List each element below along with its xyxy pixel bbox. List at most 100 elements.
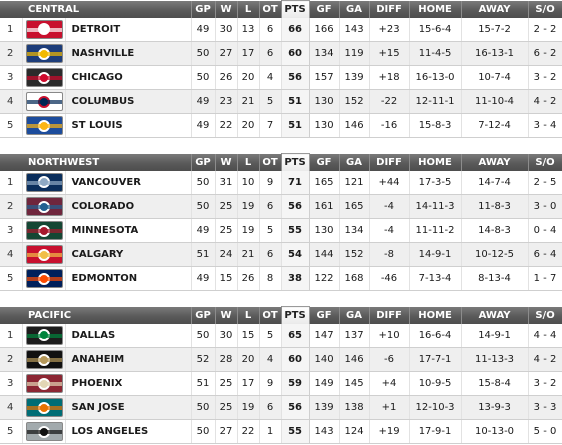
rank-cell: 1 — [0, 170, 23, 195]
column-header-diff[interactable]: DIFF — [369, 0, 410, 18]
table-row[interactable]: 3 CHICAGO 50 26 20 4 56 157 139 +18 16-13-0 10-7-4 3… — [0, 65, 562, 90]
column-header-l[interactable]: L — [237, 153, 260, 171]
team-name-link[interactable]: CHICAGO — [65, 65, 192, 90]
column-header-w[interactable]: W — [215, 153, 238, 171]
table-row[interactable]: 5 ST LOUIS 49 22 20 7 51 130 146 -16 15-8-3 7-12-4 3… — [0, 113, 562, 138]
column-header-gf[interactable]: GF — [309, 0, 340, 18]
column-header-away[interactable]: AWAY — [461, 0, 529, 18]
table-row[interactable]: 2 ANAHEIM 52 28 20 4 60 140 146 -6 17-7-1 11-13-3 4 … — [0, 347, 562, 372]
column-header-ot[interactable]: OT — [259, 153, 282, 171]
wins-cell: 15 — [215, 266, 238, 291]
team-logo-cell — [22, 89, 66, 114]
column-header-l[interactable]: L — [237, 306, 260, 324]
column-header-ga[interactable]: GA — [339, 0, 370, 18]
shootout-cell: 3 - 0 — [528, 194, 562, 219]
team-name-link[interactable]: PHOENIX — [65, 371, 192, 396]
column-header-diff[interactable]: DIFF — [369, 153, 410, 171]
rank-cell: 5 — [0, 113, 23, 138]
rank-cell: 2 — [0, 347, 23, 372]
team-name-link[interactable]: EDMONTON — [65, 266, 192, 291]
rank-cell: 2 — [0, 41, 23, 66]
column-header-pts[interactable]: PTS — [280, 153, 310, 171]
goals-against-cell: 145 — [339, 371, 370, 396]
table-row[interactable]: 4 SAN JOSE 50 25 19 6 56 139 138 +1 12-10-3 13-9-3 3… — [0, 395, 562, 420]
column-header-gf[interactable]: GF — [309, 306, 340, 324]
table-row[interactable]: 1 DALLAS 50 30 15 5 65 147 137 +10 16-6-4 14-9-1 4 -… — [0, 323, 562, 348]
wins-cell: 31 — [215, 170, 238, 195]
column-header-gp[interactable]: GP — [191, 306, 216, 324]
column-header-w[interactable]: W — [215, 0, 238, 18]
gp-cell: 49 — [191, 113, 216, 138]
column-header-home[interactable]: HOME — [409, 0, 462, 18]
ot-cell: 6 — [259, 17, 282, 42]
column-header-ga[interactable]: GA — [339, 306, 370, 324]
shootout-cell: 6 - 2 — [528, 41, 562, 66]
team-logo-cell — [22, 17, 66, 42]
table-row[interactable]: 1 DETROIT 49 30 13 6 66 166 143 +23 15-6-4 15-7-2 2 … — [0, 17, 562, 42]
table-row[interactable]: 5 LOS ANGELES 50 27 22 1 55 143 124 +19 17-9-1 10-1… — [0, 419, 562, 444]
goals-for-cell: 139 — [309, 395, 340, 420]
away-record-cell: 13-9-3 — [461, 395, 529, 420]
ducks-logo-icon — [25, 350, 63, 369]
column-header-w[interactable]: W — [215, 306, 238, 324]
column-header-ga[interactable]: GA — [339, 153, 370, 171]
table-row[interactable]: 4 CALGARY 51 24 21 6 54 144 152 -8 14-9-1 10-12-5 6 … — [0, 242, 562, 267]
goals-for-cell: 149 — [309, 371, 340, 396]
gp-cell: 49 — [191, 218, 216, 243]
gp-cell: 49 — [191, 266, 216, 291]
shootout-cell: 5 - 0 — [528, 419, 562, 444]
points-cell: 60 — [280, 347, 310, 372]
team-name-link[interactable]: LOS ANGELES — [65, 419, 192, 444]
table-row[interactable]: 5 EDMONTON 49 15 26 8 38 122 168 -46 7-13-4 8-13-4 1… — [0, 266, 562, 291]
losses-cell: 19 — [237, 194, 260, 219]
home-record-cell: 15-6-4 — [409, 17, 462, 42]
team-name-link[interactable]: DALLAS — [65, 323, 192, 348]
column-header-so[interactable]: S/O — [528, 0, 562, 18]
team-name-link[interactable]: DETROIT — [65, 17, 192, 42]
column-header-l[interactable]: L — [237, 0, 260, 18]
team-name-link[interactable]: MINNESOTA — [65, 218, 192, 243]
team-name-link[interactable]: COLORADO — [65, 194, 192, 219]
gp-cell: 50 — [191, 323, 216, 348]
column-header-home[interactable]: HOME — [409, 306, 462, 324]
team-logo-cell — [22, 170, 66, 195]
losses-cell: 21 — [237, 89, 260, 114]
column-header-diff[interactable]: DIFF — [369, 306, 410, 324]
column-header-ot[interactable]: OT — [259, 306, 282, 324]
goals-for-cell: 122 — [309, 266, 340, 291]
table-row[interactable]: 1 VANCOUVER 50 31 10 9 71 165 121 +44 17-3-5 14-7-4… — [0, 170, 562, 195]
points-cell: 55 — [280, 419, 310, 444]
team-name-link[interactable]: VANCOUVER — [65, 170, 192, 195]
table-row[interactable]: 2 NASHVILLE 50 27 17 6 60 134 119 +15 11-4-5 16-13-… — [0, 41, 562, 66]
column-header-gf[interactable]: GF — [309, 153, 340, 171]
home-record-cell: 12-10-3 — [409, 395, 462, 420]
team-name-link[interactable]: NASHVILLE — [65, 41, 192, 66]
column-header-ot[interactable]: OT — [259, 0, 282, 18]
team-logo-cell — [22, 323, 66, 348]
table-row[interactable]: 3 MINNESOTA 49 25 19 5 55 130 134 -4 11-11-2 14-8-3… — [0, 218, 562, 243]
column-header-pts[interactable]: PTS — [280, 306, 310, 324]
column-header-so[interactable]: S/O — [528, 153, 562, 171]
column-header-gp[interactable]: GP — [191, 153, 216, 171]
column-header-home[interactable]: HOME — [409, 153, 462, 171]
table-row[interactable]: 2 COLORADO 50 25 19 6 56 161 165 -4 14-11-3 11-8-3 3… — [0, 194, 562, 219]
diff-cell: -46 — [369, 266, 410, 291]
table-row[interactable]: 3 PHOENIX 51 25 17 9 59 149 145 +4 10-9-5 15-8-4 3 -… — [0, 371, 562, 396]
team-name-link[interactable]: CALGARY — [65, 242, 192, 267]
column-header-away[interactable]: AWAY — [461, 306, 529, 324]
column-header-pts[interactable]: PTS — [280, 0, 310, 18]
table-row[interactable]: 4 COLUMBUS 49 23 21 5 51 130 152 -22 12-11-1 11-10-… — [0, 89, 562, 114]
home-record-cell: 17-9-1 — [409, 419, 462, 444]
ot-cell: 6 — [259, 41, 282, 66]
ot-cell: 5 — [259, 218, 282, 243]
team-name-link[interactable]: ST LOUIS — [65, 113, 192, 138]
losses-cell: 22 — [237, 419, 260, 444]
team-name-link[interactable]: COLUMBUS — [65, 89, 192, 114]
column-header-so[interactable]: S/O — [528, 306, 562, 324]
team-logo-cell — [22, 395, 66, 420]
team-name-link[interactable]: SAN JOSE — [65, 395, 192, 420]
column-header-gp[interactable]: GP — [191, 0, 216, 18]
column-header-away[interactable]: AWAY — [461, 153, 529, 171]
predators-logo-icon — [25, 44, 63, 63]
team-name-link[interactable]: ANAHEIM — [65, 347, 192, 372]
